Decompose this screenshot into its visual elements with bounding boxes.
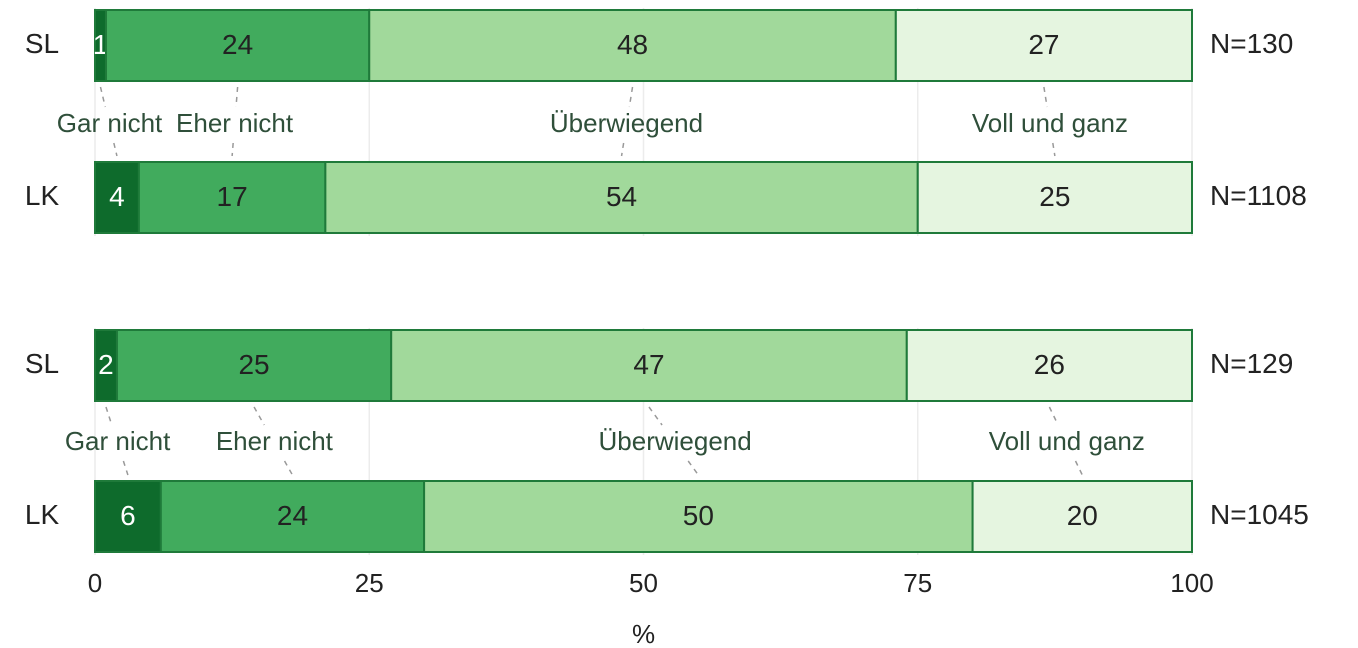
x-tick-label: 75 (903, 568, 932, 598)
category-label: LK (25, 499, 60, 530)
connector (1074, 460, 1083, 476)
value-label: 25 (1039, 181, 1070, 212)
bar-segment (115, 329, 393, 402)
value-label: 24 (277, 500, 308, 531)
value-label: 25 (238, 349, 269, 380)
bar-segment (894, 9, 1193, 82)
value-label: 26 (1034, 349, 1065, 380)
value-label: 50 (683, 500, 714, 531)
value-label: 2 (98, 349, 114, 380)
connector (1048, 406, 1059, 426)
connector (283, 460, 294, 476)
connector (235, 86, 239, 108)
legend-label: Überwiegend (550, 108, 703, 138)
connector (231, 142, 234, 157)
value-label: 27 (1028, 29, 1059, 60)
x-tick-label: 50 (629, 568, 658, 598)
bar-segment (423, 480, 974, 553)
n-label: N=130 (1210, 28, 1293, 59)
connector (113, 142, 118, 157)
legend-label: Gar nicht (65, 426, 171, 456)
connector (628, 86, 634, 108)
legend-label: Voll und ganz (972, 108, 1128, 138)
n-label: N=1045 (1210, 499, 1309, 530)
bar-segment (905, 329, 1194, 402)
connector (253, 406, 265, 426)
x-axis-label: % (632, 619, 655, 648)
value-label: 6 (120, 500, 136, 531)
value-label: 17 (217, 181, 248, 212)
x-tick-label: 0 (88, 568, 102, 598)
connector (105, 406, 113, 426)
connector (99, 86, 106, 108)
legend-label: Voll und ganz (989, 426, 1145, 456)
legend-label: Gar nicht (57, 108, 163, 138)
connector (620, 142, 625, 157)
value-label: 4 (109, 181, 125, 212)
bar-segment (137, 161, 327, 234)
value-label: 54 (606, 181, 637, 212)
bar-segment (390, 329, 908, 402)
connector (1052, 142, 1056, 157)
bar-segment (104, 9, 371, 82)
legend-label: Überwiegend (599, 426, 752, 456)
bar-segment (159, 480, 426, 553)
connector (687, 460, 699, 476)
n-label: N=129 (1210, 348, 1293, 379)
legend-label: Eher nicht (176, 108, 294, 138)
connector (648, 406, 663, 426)
connector (122, 460, 129, 476)
value-label: 24 (222, 29, 253, 60)
value-label: 1 (93, 29, 109, 60)
category-label: SL (25, 28, 59, 59)
x-tick-label: 100 (1170, 568, 1213, 598)
bar-segment (368, 9, 897, 82)
category-label: SL (25, 348, 59, 379)
connector (1043, 86, 1048, 108)
n-label: N=1108 (1210, 180, 1307, 211)
legend-label: Eher nicht (216, 426, 334, 456)
value-label: 20 (1067, 500, 1098, 531)
bar-segment (916, 161, 1193, 234)
value-label: 47 (633, 349, 664, 380)
value-label: 48 (617, 29, 648, 60)
x-tick-label: 25 (355, 568, 384, 598)
category-label: LK (25, 180, 60, 211)
bar-segment (971, 480, 1193, 553)
